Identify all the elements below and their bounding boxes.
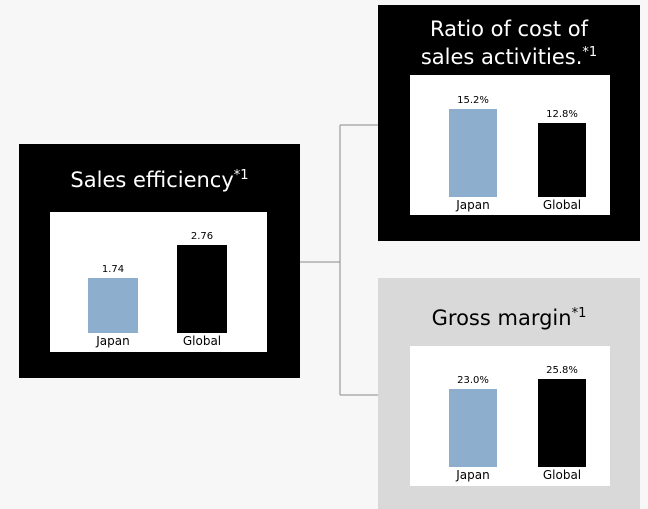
panel-title: Sales efficiency*1 [19,166,300,194]
chart-area: 23.0% Japan 25.8% Global [410,346,610,486]
title-note: *1 [233,168,249,183]
bar [88,277,138,333]
category-label: Japan [456,468,490,482]
title-note: *1 [582,45,598,60]
panel: Ratio of cost of sales activities.*1 15.2%… [378,5,640,241]
title-line: Ratio of cost of [430,17,588,41]
chart-area: 1.74 Japan 2.76 Global [50,212,267,352]
category-label: Global [542,468,582,482]
category-label: Global [182,334,222,348]
panel: Sales efficiency*1 1.74 Japan 2.76 Global [19,144,300,378]
value-label: 15.2% [457,95,489,106]
panel-title: Ratio of cost of sales activities.*1 [378,15,640,71]
bar [538,122,586,197]
bar [449,388,497,467]
value-label: 12.8% [546,108,578,120]
category-label: Japan [456,198,490,212]
title-line: Sales efficiency*1 [70,168,249,192]
value-label: 23.0% [457,374,489,386]
value-label: 1.74 [101,263,125,275]
bar [177,245,227,333]
category-label: Global [542,198,582,212]
bar [449,109,497,197]
panel: Gross margin*1 23.0% Japan 25.8% Global [378,278,640,509]
value-label: 2.76 [190,231,214,242]
category-label: Japan [96,334,130,348]
panel-title: Gross margin*1 [378,304,640,332]
title-note: *1 [571,306,587,321]
bar [538,379,586,467]
title-line: Gross margin*1 [431,306,587,330]
chart-area: 15.2% Japan 12.8% Global [410,75,610,215]
value-label: 25.8% [546,365,578,376]
title-line: sales activities.*1 [420,45,598,69]
